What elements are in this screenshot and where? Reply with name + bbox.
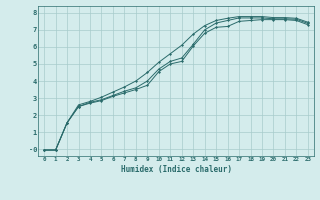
- X-axis label: Humidex (Indice chaleur): Humidex (Indice chaleur): [121, 165, 231, 174]
